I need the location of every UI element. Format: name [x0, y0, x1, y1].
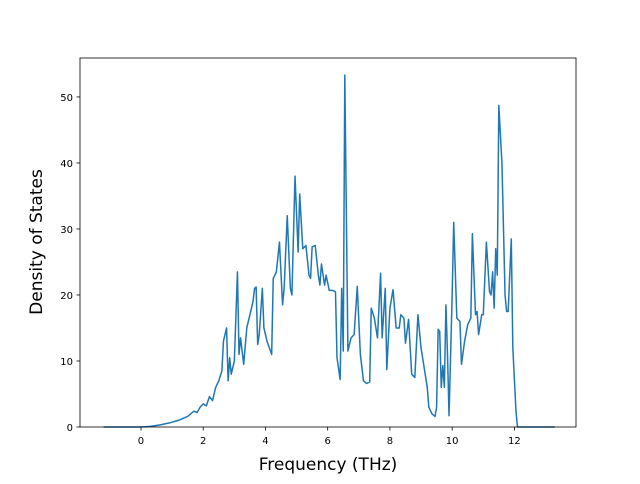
y-tick-label: 10	[60, 357, 73, 368]
x-tick-label: 2	[200, 436, 206, 447]
axes-frame	[79, 57, 577, 428]
x-tick-label: 10	[446, 436, 459, 447]
y-axis-label: Density of States	[27, 169, 47, 315]
line	[103, 74, 555, 428]
x-tick-label: 6	[325, 436, 331, 447]
y-tick-label: 0	[67, 423, 73, 434]
x-tick-label: 0	[138, 436, 144, 447]
x-axis-label: Frequency (THz)	[259, 455, 398, 475]
y-tick-label: 50	[60, 93, 73, 104]
x-tick-label: 4	[262, 436, 268, 447]
y-tick-label: 30	[60, 225, 73, 236]
x-tick-label: 8	[387, 436, 393, 447]
y-tick-label: 40	[60, 159, 73, 170]
x-tick-label: 12	[508, 436, 521, 447]
y-tick-label: 20	[60, 291, 73, 302]
